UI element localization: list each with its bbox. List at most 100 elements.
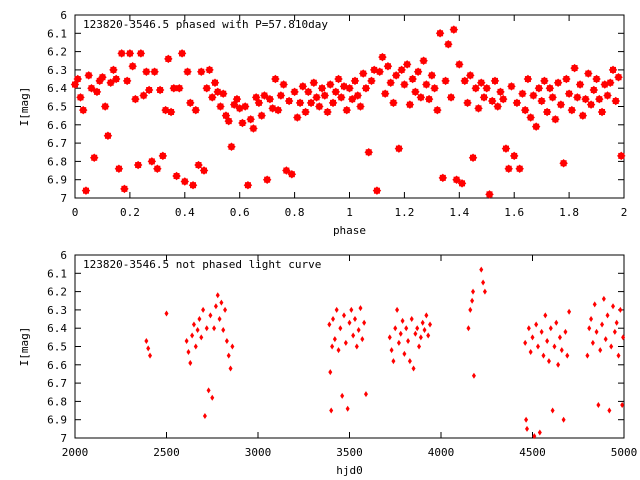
data-point: [395, 145, 402, 152]
data-point: [328, 369, 333, 376]
data-point: [338, 94, 345, 101]
data-point: [343, 107, 350, 114]
data-point: [188, 359, 193, 366]
data-point: [434, 107, 441, 114]
data-point: [347, 319, 352, 326]
data-point: [351, 77, 358, 84]
data-point: [184, 68, 191, 75]
y-axis-label: I[mag]: [18, 87, 31, 127]
data-point: [341, 83, 348, 90]
data-point: [233, 96, 240, 103]
data-point: [618, 306, 623, 313]
data-point: [409, 316, 414, 323]
data-point: [280, 81, 287, 88]
data-point: [428, 72, 435, 79]
data-point: [201, 306, 206, 313]
data-point: [382, 90, 389, 97]
data-point: [579, 112, 586, 119]
x-tick-label: 0.6: [230, 206, 250, 219]
data-point: [225, 118, 232, 125]
data-point: [224, 338, 229, 345]
data-point: [173, 173, 180, 180]
data-point: [162, 107, 169, 114]
data-point: [548, 325, 553, 332]
x-tick-label: 1.2: [394, 206, 414, 219]
data-point: [198, 68, 205, 75]
data-point: [387, 334, 392, 341]
data-point: [423, 81, 430, 88]
data-point: [203, 85, 210, 92]
data-point: [219, 299, 224, 306]
data-point: [329, 407, 334, 414]
data-point: [99, 74, 106, 81]
data-point: [222, 112, 229, 119]
data-point: [228, 143, 235, 150]
data-point: [607, 407, 612, 414]
data-point: [288, 171, 295, 178]
data-point: [560, 160, 567, 167]
data-point: [561, 416, 566, 423]
data-point: [118, 50, 125, 57]
data-point: [528, 348, 533, 355]
data-point: [563, 76, 570, 83]
data-point: [600, 321, 605, 328]
data-point: [327, 81, 334, 88]
x-tick-label: 0: [72, 206, 79, 219]
data-point: [336, 347, 341, 354]
data-point: [313, 94, 320, 101]
y-tick-label: 6.8: [47, 395, 67, 408]
data-point: [522, 107, 529, 114]
data-point: [357, 103, 364, 110]
y-tick-label: 6.4: [47, 322, 67, 335]
data-point: [475, 105, 482, 112]
data-point: [143, 68, 150, 75]
data-point: [563, 328, 568, 335]
data-point: [356, 327, 361, 334]
data-point: [559, 347, 564, 354]
data-point: [471, 372, 476, 379]
data-point: [360, 70, 367, 77]
data-point: [115, 165, 122, 172]
data-point: [217, 316, 222, 323]
x-tick-label: 1.4: [449, 206, 469, 219]
data-point: [543, 312, 548, 319]
data-point: [91, 154, 98, 161]
data-point: [390, 99, 397, 106]
data-point: [412, 88, 419, 95]
data-point: [358, 305, 363, 312]
data-point: [223, 306, 228, 313]
data-point: [532, 433, 537, 440]
data-point: [607, 79, 614, 86]
data-point: [204, 325, 209, 332]
x-tick-label: 2000: [62, 446, 89, 459]
data-point: [85, 72, 92, 79]
data-point: [525, 425, 530, 432]
data-point: [500, 96, 507, 103]
data-point: [453, 176, 460, 183]
data-point: [466, 325, 471, 332]
data-point: [148, 352, 153, 359]
data-point: [376, 68, 383, 75]
x-tick-label: 0.4: [175, 206, 195, 219]
data-point: [253, 94, 260, 101]
data-point: [190, 332, 195, 339]
data-point: [363, 391, 368, 398]
data-point: [266, 96, 273, 103]
data-point: [129, 63, 136, 70]
data-point: [418, 334, 423, 341]
data-point: [588, 101, 595, 108]
data-point: [549, 94, 556, 101]
chart-title: 123820-3546.5 not phased light curve: [83, 258, 321, 271]
data-point: [450, 26, 457, 33]
data-point: [217, 103, 224, 110]
data-point: [352, 316, 357, 323]
data-point: [534, 321, 539, 328]
data-point: [324, 108, 331, 115]
data-point: [250, 125, 257, 132]
data-point: [587, 325, 592, 332]
data-point: [478, 79, 485, 86]
data-point: [601, 295, 606, 302]
y-tick-label: 6.3: [47, 64, 67, 77]
